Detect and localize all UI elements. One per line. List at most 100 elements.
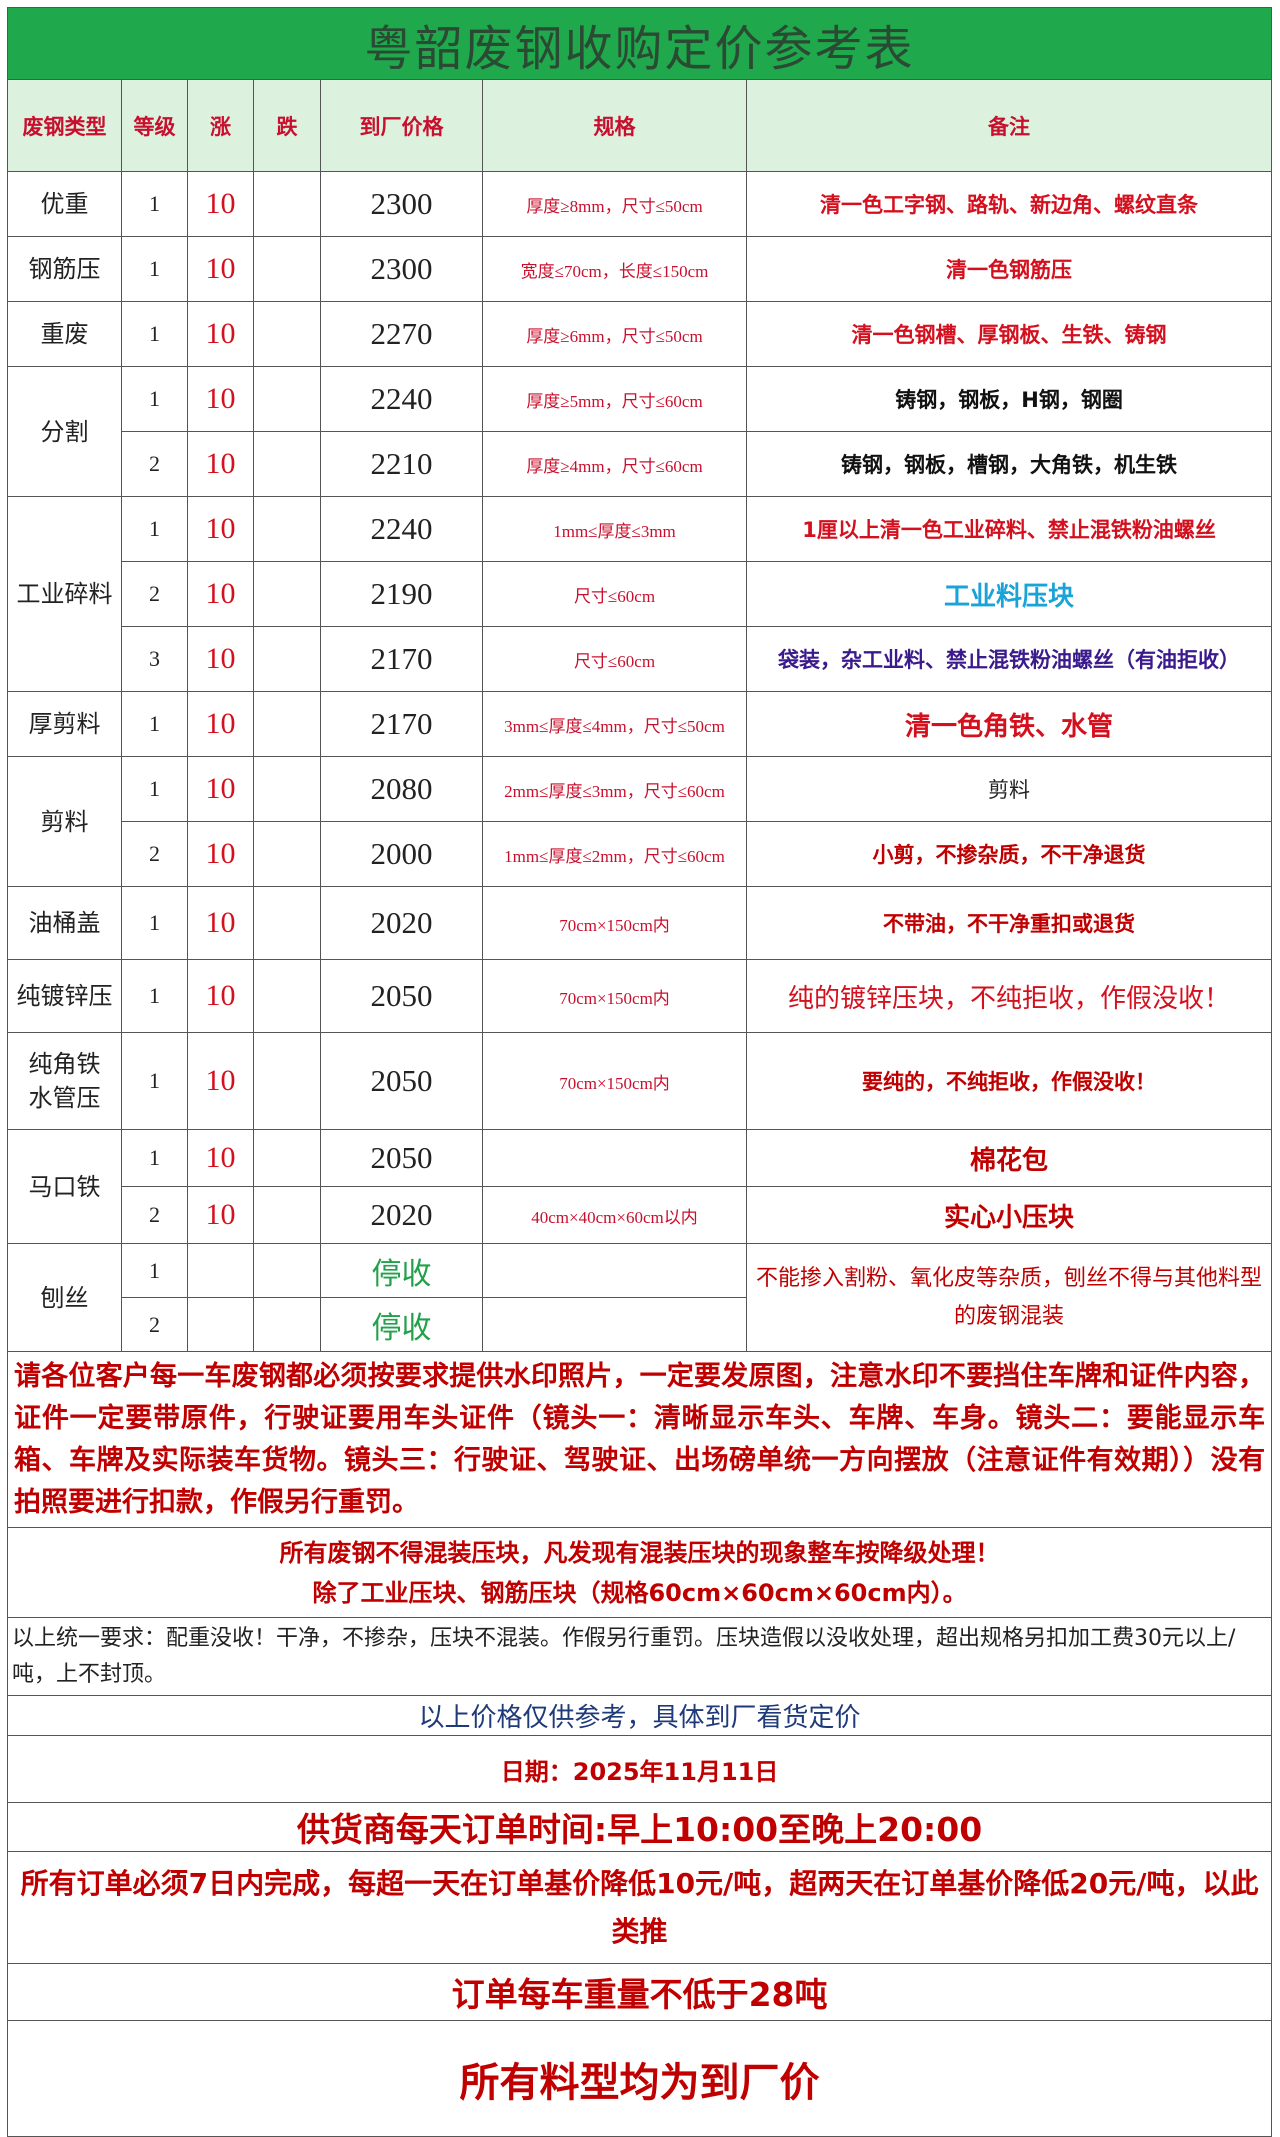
note-cell: 不带油，不干净重扣或退货 — [745, 886, 1273, 960]
table-row: 2 10 2210 厚度≥4mm，尺寸≤60cm 铸钢，钢板，槽钢，大角铁，机生铁 — [8, 431, 1273, 497]
header-grade: 等级 — [121, 79, 188, 172]
grade-cell: 2 — [121, 821, 188, 887]
note-cell: 1厘以上清一色工业碎料、禁止混铁粉油螺丝 — [745, 496, 1273, 562]
grade-cell: 1 — [121, 236, 188, 302]
mixing-notice: 所有废钢不得混装压块，凡发现有混装压块的现象整车按降级处理！ 除了工业压块、钢筋压… — [6, 1527, 1273, 1618]
category-cell: 重废 — [7, 301, 122, 367]
price-down-cell — [253, 236, 321, 302]
spec-cell: 70cm×150cm内 — [482, 886, 747, 960]
page-title: 粤韶废钢收购定价参考表 — [6, 7, 1273, 80]
price-down-cell — [253, 821, 321, 887]
price-up-cell: 10 — [187, 1032, 254, 1130]
table-row: 剪料 1 10 2080 2mm≤厚度≤3mm，尺寸≤60cm 剪料 — [7, 756, 1273, 887]
price-down-cell — [253, 1243, 321, 1298]
note-cell: 实心小压块 — [745, 1186, 1273, 1244]
price-up-cell: 10 — [187, 821, 254, 887]
price-up-cell: 10 — [187, 1129, 254, 1187]
price-cell: 2210 — [320, 431, 483, 497]
notice-row: 以上统一要求：配重没收！干净，不掺杂，压块不混装。作假另行重罚。压块造假以没收处… — [6, 1617, 1273, 1696]
notice-row: 订单每车重量不低于28吨 — [6, 1963, 1273, 2021]
note-cell: 工业料压块 — [745, 561, 1273, 627]
category-label: 油桶盖 — [28, 909, 101, 937]
header-price: 到厂价格 — [320, 79, 483, 172]
table-row: 重废 1 10 2270 厚度≥6mm，尺寸≤50cm 清一色钢槽、厚钢板、生铁、铸钢 — [7, 301, 1273, 367]
category-label: 重废 — [40, 320, 89, 348]
category-cell: 马口铁 — [7, 1129, 122, 1244]
notice-row: 供货商每天订单时间:早上10:00至晚上20:00 — [6, 1802, 1273, 1852]
grade-cell: 1 — [121, 886, 188, 960]
grade-cell: 1 — [121, 959, 188, 1033]
table-row: 厚剪料 1 10 2170 3mm≤厚度≤4mm，尺寸≤50cm 清一色角铁、水管 — [7, 691, 1273, 757]
price-up-cell — [187, 1297, 254, 1352]
price-up-cell: 10 — [187, 496, 254, 562]
table-row: 纯镀锌压 1 10 2050 70cm×150cm内 纯的镀锌压块，不纯拒收，作假没收！ — [7, 959, 1273, 1033]
header-spec: 规格 — [482, 79, 747, 172]
note-cell: 不能掺入割粉、氧化皮等杂质，刨丝不得与其他料型的废钢混装 — [745, 1243, 1273, 1352]
date-label: 日期：2025年11月11日 — [6, 1735, 1273, 1803]
spec-cell — [482, 1297, 747, 1352]
grade-cell: 2 — [121, 431, 188, 497]
category-cell: 油桶盖 — [7, 886, 122, 960]
price-cell: 2020 — [320, 886, 483, 960]
price-cell: 2240 — [320, 366, 483, 432]
category-cell: 刨丝 — [7, 1243, 122, 1352]
category-label: 纯角铁 — [28, 1050, 101, 1078]
grade-cell: 1 — [121, 1032, 188, 1130]
header-note: 备注 — [745, 79, 1273, 172]
price-down-cell — [253, 1129, 321, 1187]
grade-cell: 1 — [121, 691, 188, 757]
spec-cell: 1mm≤厚度≤3mm — [482, 496, 747, 562]
spec-cell: 70cm×150cm内 — [482, 1032, 747, 1130]
note-cell: 棉花包 — [745, 1129, 1273, 1187]
notice-row: 所有废钢不得混装压块，凡发现有混装压块的现象整车按降级处理！ 除了工业压块、钢筋压… — [6, 1527, 1273, 1618]
spec-cell: 尺寸≤60cm — [482, 561, 747, 627]
grade-cell: 2 — [121, 1297, 188, 1352]
note-cell: 小剪，不掺杂质，不干净退货 — [745, 821, 1273, 887]
price-cell: 2240 — [320, 496, 483, 562]
category-cell: 分割 — [7, 366, 122, 497]
table-row: 钢筋压 1 10 2300 宽度≤70cm，长度≤150cm 清一色钢筋压 — [7, 236, 1273, 302]
header-type: 废钢类型 — [7, 79, 122, 172]
price-down-cell — [253, 756, 321, 822]
photo-notice-text: 请各位客户每一车废钢都必须按要求提供水印照片，一定要发原图，注意水印不要挡住车牌… — [14, 1360, 1266, 1518]
category-cell: 纯角铁 水管压 — [7, 1032, 122, 1130]
order-hours-text: 供货商每天订单时间:早上10:00至晚上20:00 — [296, 1810, 983, 1849]
category-label: 刨丝 — [40, 1283, 89, 1312]
price-up-cell: 10 — [187, 301, 254, 367]
table-row: 纯角铁 水管压 1 10 2050 70cm×150cm内 要纯的，不纯拒收，作假没收！ — [7, 1032, 1273, 1130]
grade-cell: 1 — [121, 366, 188, 432]
price-cell: 2000 — [320, 821, 483, 887]
grade-cell: 2 — [121, 561, 188, 627]
grade-cell: 3 — [121, 626, 188, 692]
price-cell: 2080 — [320, 756, 483, 822]
header-up: 涨 — [187, 79, 254, 172]
category-cell: 剪料 — [7, 756, 122, 887]
note-cell: 铸钢，钢板，H钢，钢圈 — [745, 366, 1273, 432]
price-down-cell — [253, 431, 321, 497]
spec-cell: 1mm≤厚度≤2mm，尺寸≤60cm — [482, 821, 747, 887]
note-cell: 纯的镀锌压块，不纯拒收，作假没收！ — [745, 959, 1273, 1033]
price-up-cell: 10 — [187, 959, 254, 1033]
price-up-cell: 10 — [187, 431, 254, 497]
grade-cell: 1 — [121, 1129, 188, 1187]
photo-notice: 请各位客户每一车废钢都必须按要求提供水印照片，一定要发原图，注意水印不要挡住车牌… — [6, 1351, 1273, 1528]
notice-row: 请各位客户每一车废钢都必须按要求提供水印照片，一定要发原图，注意水印不要挡住车牌… — [6, 1351, 1273, 1528]
price-cell: 2190 — [320, 561, 483, 627]
price-cell: 2050 — [320, 959, 483, 1033]
min-weight-text: 订单每车重量不低于28吨 — [451, 1975, 828, 2014]
category-label: 分割 — [40, 417, 89, 446]
header-down: 跌 — [253, 79, 321, 172]
notice-row: 所有料型均为到厂价 — [6, 2020, 1273, 2137]
price-down-cell — [253, 691, 321, 757]
price-up-cell: 10 — [187, 886, 254, 960]
category-cell: 工业碎料 — [7, 496, 122, 692]
spec-cell — [482, 1243, 747, 1298]
price-down-cell — [253, 886, 321, 960]
category-label: 剪料 — [40, 807, 89, 836]
category-cell: 优重 — [7, 171, 122, 237]
category-cell: 厚剪料 — [7, 691, 122, 757]
reference-note-text: 以上价格仅供参考，具体到厂看货定价 — [418, 1703, 861, 1733]
price-cell: 2170 — [320, 691, 483, 757]
unified-requirements: 以上统一要求：配重没收！干净，不掺杂，压块不混装。作假另行重罚。压块造假以没收处… — [6, 1617, 1273, 1696]
note-cell: 清一色角铁、水管 — [745, 691, 1273, 757]
